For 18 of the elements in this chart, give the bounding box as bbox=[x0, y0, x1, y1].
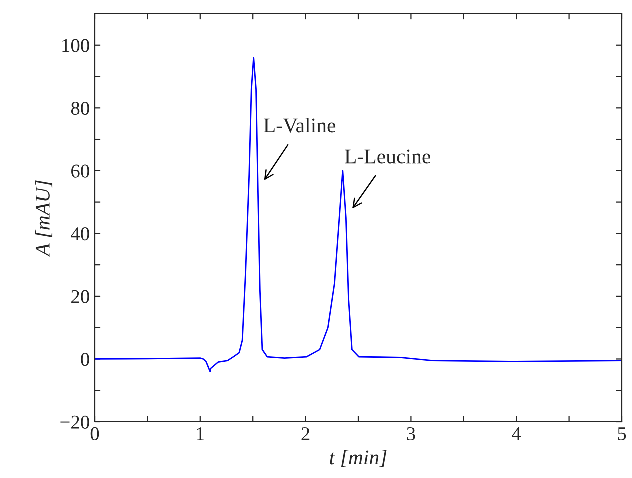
y-tick-label: 60 bbox=[72, 164, 90, 178]
annotation: L-Leucine bbox=[345, 150, 430, 164]
y-axis-title: A [mAU] bbox=[35, 180, 53, 258]
y-tick-label: 100 bbox=[62, 39, 90, 52]
x-axis-title: t [min] bbox=[330, 450, 387, 468]
annotation: L-Valine bbox=[264, 118, 336, 133]
y-tick-label: −20 bbox=[60, 416, 90, 429]
x-tick-label: 4 bbox=[512, 428, 522, 440]
y-tick-label: 80 bbox=[71, 102, 90, 116]
x-tick-label: 5 bbox=[618, 428, 626, 441]
x-tick-label: 0 bbox=[90, 427, 100, 441]
line-series bbox=[95, 57, 622, 372]
y-tick-label: 0 bbox=[81, 353, 90, 366]
x-tick-label: 2 bbox=[302, 427, 310, 440]
y-tick-label: 40 bbox=[71, 228, 90, 241]
x-tick-label: 3 bbox=[407, 427, 416, 441]
x-tick-label: 1 bbox=[197, 428, 204, 440]
y-tick-label: 20 bbox=[72, 290, 90, 304]
